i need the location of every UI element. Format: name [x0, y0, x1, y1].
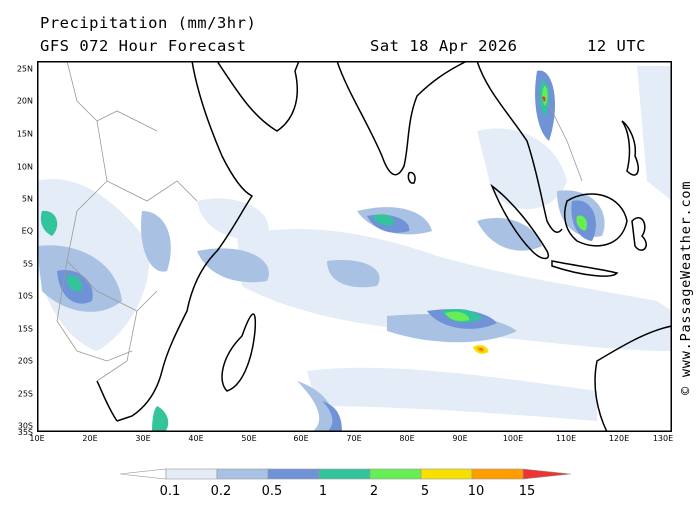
longitude-axis: 10E 20E 30E 40E 50E 60E 70E 80E 90E 100E… [29, 434, 674, 448]
legend-label: 5 [420, 484, 430, 499]
lon-label: 10E [29, 434, 45, 443]
legend-swatch [165, 468, 218, 480]
legend-labels: 0.1 0.2 0.5 1 2 5 10 15 [115, 484, 585, 500]
precip-layer-5mm [445, 85, 588, 322]
lon-label: 40E [188, 434, 204, 443]
map-title: Precipitation (mm/3hr) [40, 14, 257, 32]
lon-label: 110E [555, 434, 577, 443]
legend-swatch [119, 468, 167, 480]
lon-label: 90E [452, 434, 468, 443]
legend-label: 1 [318, 484, 328, 499]
lat-label: 15S [17, 324, 33, 334]
legend-label: 15 [518, 484, 536, 499]
lat-label: 20S [17, 356, 33, 366]
latitude-axis: 25N 20N 15N 10N 5N EQ 5S 10S 15S 20S 25S… [0, 61, 37, 438]
precip-layer-light [37, 66, 672, 421]
lon-label: 20E [82, 434, 98, 443]
precip-layer-heavy [473, 96, 546, 354]
lat-label: 10N [16, 162, 33, 172]
lat-label: 5N [21, 194, 33, 204]
lon-label: 60E [293, 434, 309, 443]
lon-label: 130E [652, 434, 674, 443]
coastlines [96, 61, 672, 432]
lat-label: 10S [17, 291, 33, 301]
legend-label: 0.1 [159, 484, 181, 499]
lon-label: 70E [346, 434, 362, 443]
legend-swatch [369, 468, 422, 480]
lat-label: EQ [21, 226, 33, 236]
precipitation-map[interactable] [37, 61, 672, 432]
country-borders [56, 61, 583, 382]
legend-label: 10 [467, 484, 485, 499]
lon-label: 100E [502, 434, 524, 443]
lat-label: 35S [17, 428, 33, 437]
lon-label: 30E [135, 434, 151, 443]
legend-label: 2 [369, 484, 379, 499]
lat-label: 15N [16, 129, 33, 139]
lat-label: 30S [17, 421, 33, 431]
legend-swatch [318, 468, 371, 480]
legend-swatch [522, 468, 572, 480]
lon-label: 120E [608, 434, 630, 443]
legend-label: 0.2 [210, 484, 232, 499]
lon-label: 50E [241, 434, 257, 443]
legend-colorbar [119, 468, 572, 480]
lat-label: 25N [16, 64, 33, 74]
lat-label: 25S [17, 389, 33, 399]
forecast-subtitle: GFS 072 Hour Forecast [40, 37, 247, 55]
legend-swatch [471, 468, 524, 480]
lat-label: 20N [16, 96, 33, 106]
legend-label: 0.5 [261, 484, 283, 499]
lon-label: 80E [399, 434, 415, 443]
lat-label: 5S [22, 259, 33, 269]
legend-swatch [420, 468, 473, 480]
forecast-date: Sat 18 Apr 2026 [370, 37, 518, 55]
precipitation-legend [119, 468, 572, 480]
credit-text: © www.PassageWeather.com [678, 180, 694, 395]
forecast-time: 12 UTC [587, 37, 646, 55]
legend-swatch [267, 468, 320, 480]
legend-swatch [216, 468, 269, 480]
